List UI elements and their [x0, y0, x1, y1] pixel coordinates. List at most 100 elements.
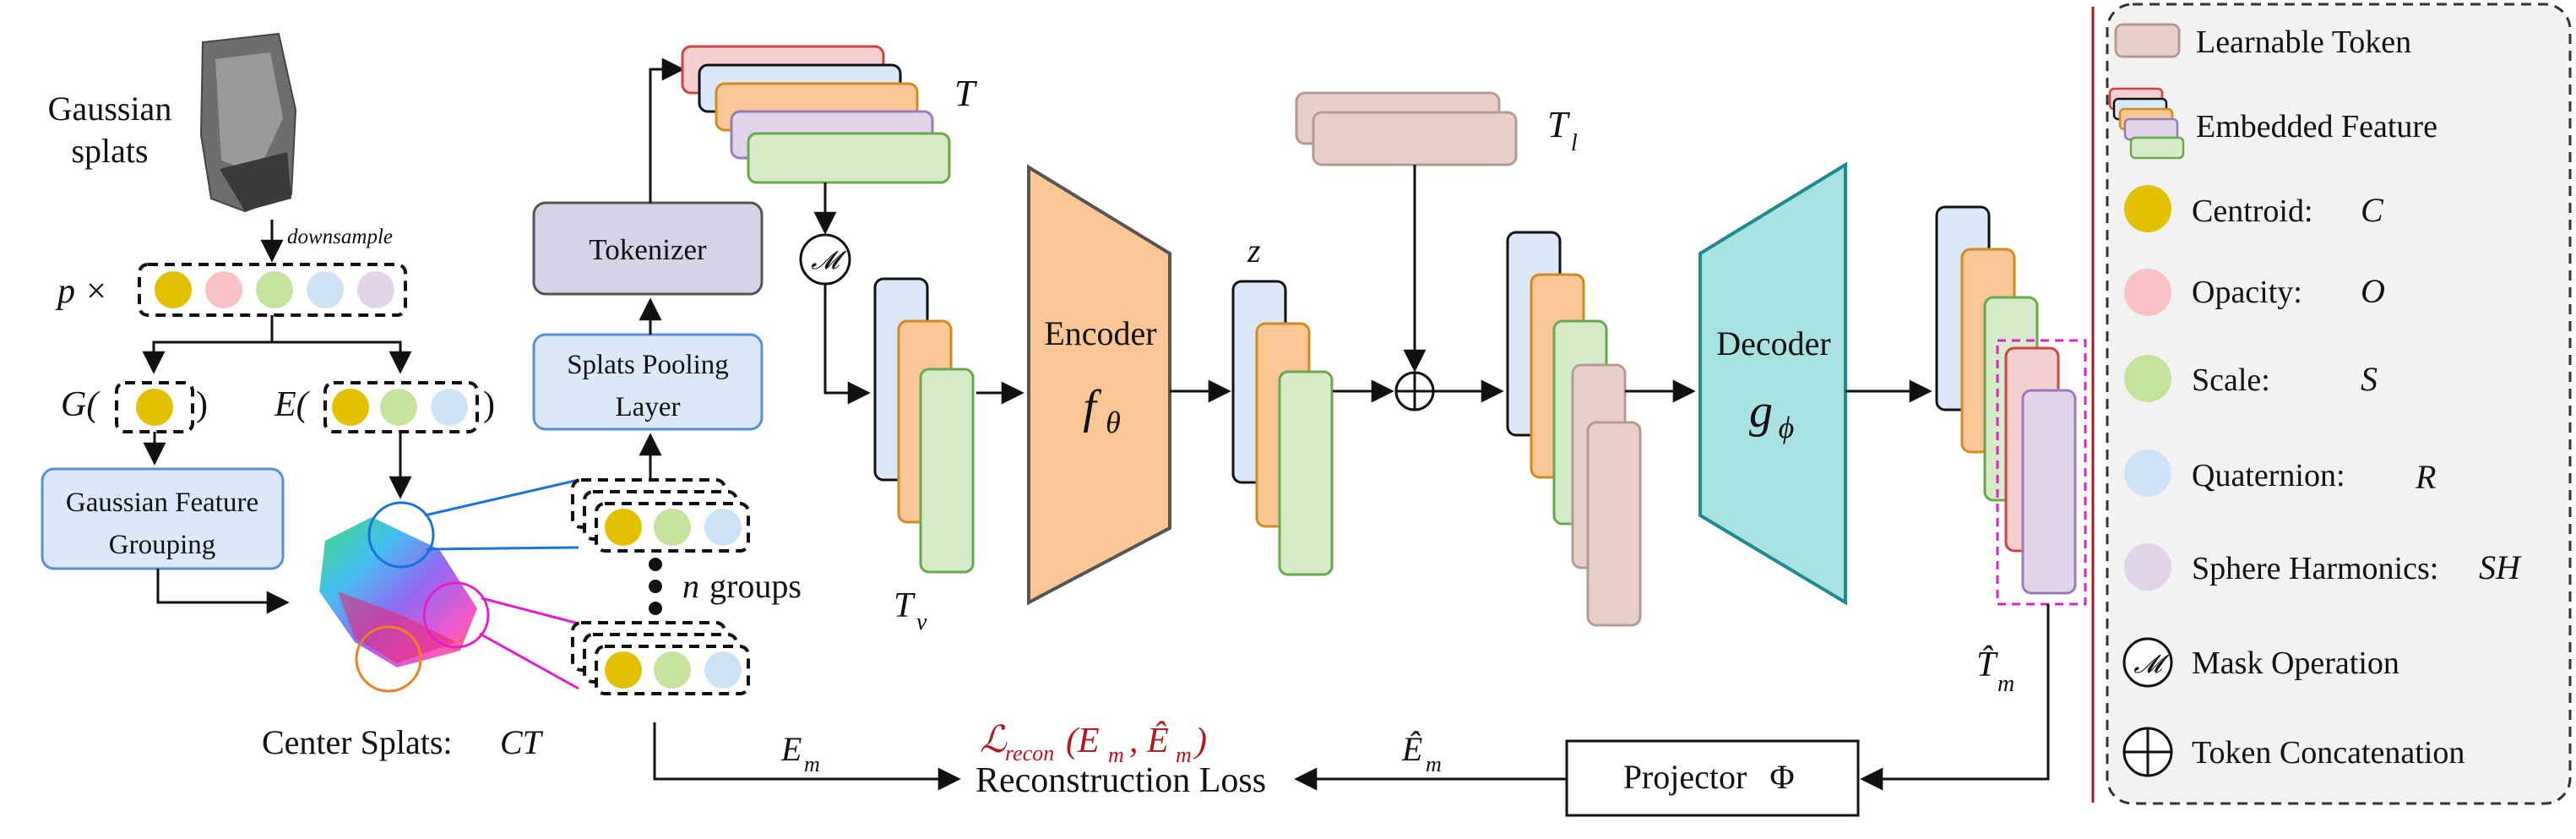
tokenizer-label: Tokenizer — [589, 233, 707, 266]
e-centroid-dot — [332, 389, 369, 426]
legend-learnable-swatch — [2114, 23, 2181, 58]
magenta-connector-2 — [479, 632, 579, 690]
split-arrow-e — [272, 341, 412, 374]
centroid-dot — [155, 271, 192, 308]
g-function-label: G( — [61, 385, 101, 424]
mask-to-visible-arrow — [823, 284, 871, 405]
g-centroid-dot — [136, 389, 173, 426]
legend-opacity-sym: O — [2361, 272, 2385, 310]
legend-mask-label: Mask Operation — [2192, 646, 2399, 681]
ellipsis-dot-3 — [649, 602, 662, 615]
loss-args-1: (E — [1066, 722, 1100, 760]
orange-group-circle — [355, 625, 422, 693]
blue-connector-2 — [426, 546, 579, 551]
tokenizer-box — [532, 201, 764, 296]
blue-group-circle — [367, 501, 435, 569]
legend-opacity-dot — [2124, 269, 2171, 316]
magenta-connector-1 — [481, 597, 579, 625]
legend-sh-label: Sphere Harmonics: — [2192, 551, 2438, 586]
tokenizer-to-tokens-arrow — [649, 57, 685, 203]
grouping-to-cloud-arrow — [156, 569, 290, 614]
g-close-paren: ) — [196, 385, 208, 424]
decoder-output-stack — [1935, 205, 2077, 595]
legend-opacity-label: Opacity: — [2192, 275, 2302, 310]
Tv-subscript: v — [916, 609, 927, 635]
token-stack-T — [681, 45, 951, 184]
legend-mask-icon — [2122, 637, 2173, 688]
embedding-to-loss-arrow — [653, 722, 961, 791]
center-splats-math: CT — [500, 723, 544, 761]
scale-dot — [256, 271, 293, 308]
legend-quaternion-sym: R — [2415, 458, 2436, 496]
gaussian-splats-title-1: Gaussian — [48, 90, 172, 128]
pooling-label-2: Layer — [616, 392, 681, 422]
learnable-tokens-stack — [1295, 91, 1518, 166]
masked-output-highlight — [1996, 339, 2087, 606]
legend-centroid-sym: C — [2361, 191, 2384, 229]
encoder-label: Encoder — [1044, 314, 1156, 352]
Tm-hat-label: T̂ — [1976, 645, 1998, 684]
decoder-input-stack — [1506, 231, 1642, 627]
legend-panel — [2106, 3, 2572, 805]
legend-scale-sym: S — [2361, 360, 2378, 398]
legend-quaternion-dot — [2124, 449, 2171, 497]
g-input-box — [115, 381, 194, 433]
gaussian-splats-image — [199, 32, 297, 213]
loss-args-2: m — [1108, 743, 1124, 767]
loss-formula: ℒ recon (E m , Ê m ) — [980, 719, 1207, 767]
group-token-stack-top — [571, 478, 750, 553]
Tm-hat-subscript: m — [1997, 671, 2014, 697]
blue-connector-1 — [424, 478, 579, 517]
reconstruction-loss-label: Reconstruction Loss — [976, 761, 1266, 800]
downsample-label: downsample — [287, 226, 393, 248]
p-times-label: p × — [55, 272, 108, 311]
T-label: T — [954, 73, 978, 114]
gaussian-splats-title-2: splats — [71, 132, 148, 170]
n-groups-var: n — [682, 567, 699, 605]
n-groups-text: groups — [709, 567, 802, 605]
decoder-fn-sub: ϕ — [1779, 411, 1795, 444]
opacity-dot — [205, 271, 242, 308]
sh-dot — [357, 271, 394, 308]
splats-pooling-layer-box — [532, 333, 764, 431]
ellipsis-dot-2 — [649, 580, 662, 593]
encoder-fn-sub: θ — [1106, 406, 1121, 439]
grouping-label-2: Grouping — [109, 530, 216, 560]
decoder-label: Decoder — [1716, 324, 1830, 362]
pooling-label-1: Splats Pooling — [567, 350, 729, 380]
projector-symbol: Φ — [1769, 758, 1794, 796]
legend-embedded-label: Embedded Feature — [2196, 109, 2437, 144]
ellipsis-dot-1 — [649, 558, 662, 571]
loss-args-5: ) — [1193, 722, 1207, 760]
output-to-projector-arrow — [1860, 604, 2050, 791]
encoder-block — [1027, 164, 1171, 606]
split-arrow-g — [142, 315, 274, 374]
center-splats-point-cloud — [319, 517, 477, 667]
decoder-fn: g — [1749, 385, 1773, 438]
legend-centroid-dot — [2124, 185, 2171, 232]
e-scale-dot — [380, 389, 417, 426]
legend-sh-sym: SH — [2479, 548, 2522, 586]
latent-z-stack — [1231, 280, 1334, 576]
legend-learnable-label: Learnable Token — [2196, 25, 2411, 60]
decoder-block — [1698, 161, 1847, 606]
Em-hat-label: Ê — [1401, 730, 1422, 768]
quaternion-dot — [307, 271, 344, 308]
legend-scale-dot — [2124, 355, 2171, 402]
loss-args-4: m — [1176, 743, 1192, 767]
Em-hat-subscript: m — [1426, 752, 1442, 776]
loss-args-3: , Ê — [1129, 721, 1169, 760]
e-function-label: E( — [274, 385, 311, 424]
Tv-label: T — [894, 586, 916, 625]
loss-recon-sub: recon — [1005, 741, 1054, 765]
projector-label: Projector — [1623, 758, 1747, 796]
loss-L: ℒ — [980, 719, 1008, 760]
grouping-label-1: Gaussian Feature — [66, 488, 258, 518]
z-label: z — [1247, 232, 1261, 270]
legend-centroid-label: Centroid: — [2192, 193, 2313, 229]
group-token-stack-bottom — [571, 621, 750, 695]
visible-tokens-stack — [873, 277, 975, 574]
legend-scale-label: Scale: — [2192, 362, 2270, 398]
gaussian-feature-grouping-box — [41, 467, 285, 570]
